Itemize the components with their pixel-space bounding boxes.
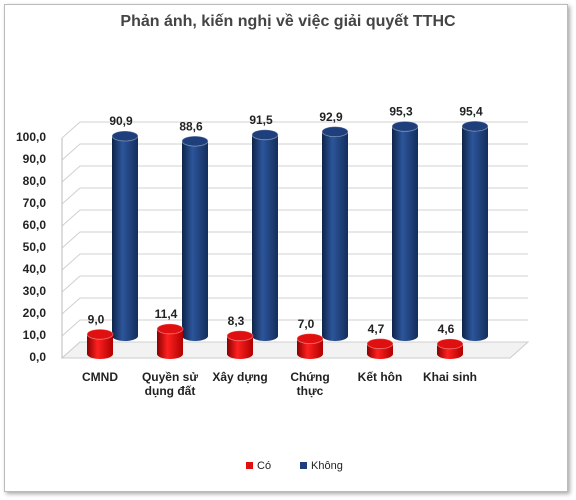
bar — [227, 335, 253, 359]
bar-top — [321, 126, 349, 138]
value-label: 90,9 — [109, 114, 133, 128]
legend-swatch — [246, 462, 253, 469]
x-tick-label: Xây dựng — [212, 370, 268, 384]
grid-line — [61, 165, 528, 183]
x-tick-label: Quyền sử dụng đất — [141, 370, 199, 398]
x-tick-label: Chứng thực — [290, 370, 330, 398]
value-label: 9,0 — [88, 312, 105, 326]
value-label: 92,9 — [319, 110, 343, 124]
bar-top — [86, 328, 114, 340]
y-tick-label: 10,0 — [23, 328, 47, 342]
value-label: 4,7 — [368, 322, 385, 336]
bar — [297, 338, 323, 359]
bar — [87, 334, 113, 359]
grid-line — [61, 121, 528, 139]
bar-top — [436, 338, 464, 350]
bar — [367, 343, 393, 359]
bar-top — [296, 333, 324, 345]
grid-line — [61, 319, 528, 337]
bar — [322, 131, 348, 341]
bar-top — [111, 130, 139, 142]
value-label: 4,6 — [438, 322, 455, 336]
bar-top — [366, 338, 394, 350]
y-tick-label: 30,0 — [23, 284, 47, 298]
legend-swatch — [300, 462, 307, 469]
value-label: 95,4 — [459, 104, 483, 118]
grid-line — [61, 231, 528, 249]
y-tick-label: 0,0 — [29, 350, 46, 364]
value-label: 7,0 — [298, 317, 315, 331]
grid-line — [61, 209, 528, 227]
bar — [437, 343, 463, 359]
value-label: 91,5 — [249, 113, 273, 127]
bar-top — [226, 330, 254, 342]
bar — [112, 136, 138, 341]
grid-line — [61, 297, 528, 315]
bar — [182, 141, 208, 341]
bar-top — [156, 323, 184, 335]
value-label: 95,3 — [389, 105, 413, 119]
bar-top — [251, 129, 279, 141]
value-label: 88,6 — [179, 119, 203, 133]
y-tick-label: 60,0 — [23, 218, 47, 232]
bar — [157, 328, 183, 359]
bar-top — [391, 120, 419, 132]
value-label: 11,4 — [155, 307, 178, 321]
y-tick-label: 90,0 — [23, 152, 47, 166]
y-tick-label: 20,0 — [23, 306, 47, 320]
grid-line — [61, 143, 528, 161]
legend-label: Không — [311, 460, 343, 472]
bar — [462, 126, 488, 342]
value-label: 8,3 — [228, 314, 245, 328]
x-tick-label: Kết hôn — [357, 370, 403, 384]
chart-title: Phản ánh, kiến nghị về việc giải quyết T… — [120, 13, 456, 30]
bar-top — [181, 135, 209, 147]
legend-label: Có — [257, 460, 271, 472]
y-tick-label: 100,0 — [16, 130, 46, 144]
bar-top — [461, 120, 489, 132]
y-tick-label: 40,0 — [23, 262, 47, 276]
grid-line — [61, 253, 528, 271]
grid-line — [61, 187, 528, 205]
x-tick-label: Khai sinh — [422, 370, 477, 384]
bar — [392, 126, 418, 341]
y-tick-label: 70,0 — [23, 196, 47, 210]
bar — [252, 134, 278, 341]
grid-line — [61, 275, 528, 293]
y-tick-label: 50,0 — [23, 240, 47, 254]
y-tick-label: 80,0 — [23, 174, 47, 188]
x-tick-label: CMND — [82, 370, 118, 384]
